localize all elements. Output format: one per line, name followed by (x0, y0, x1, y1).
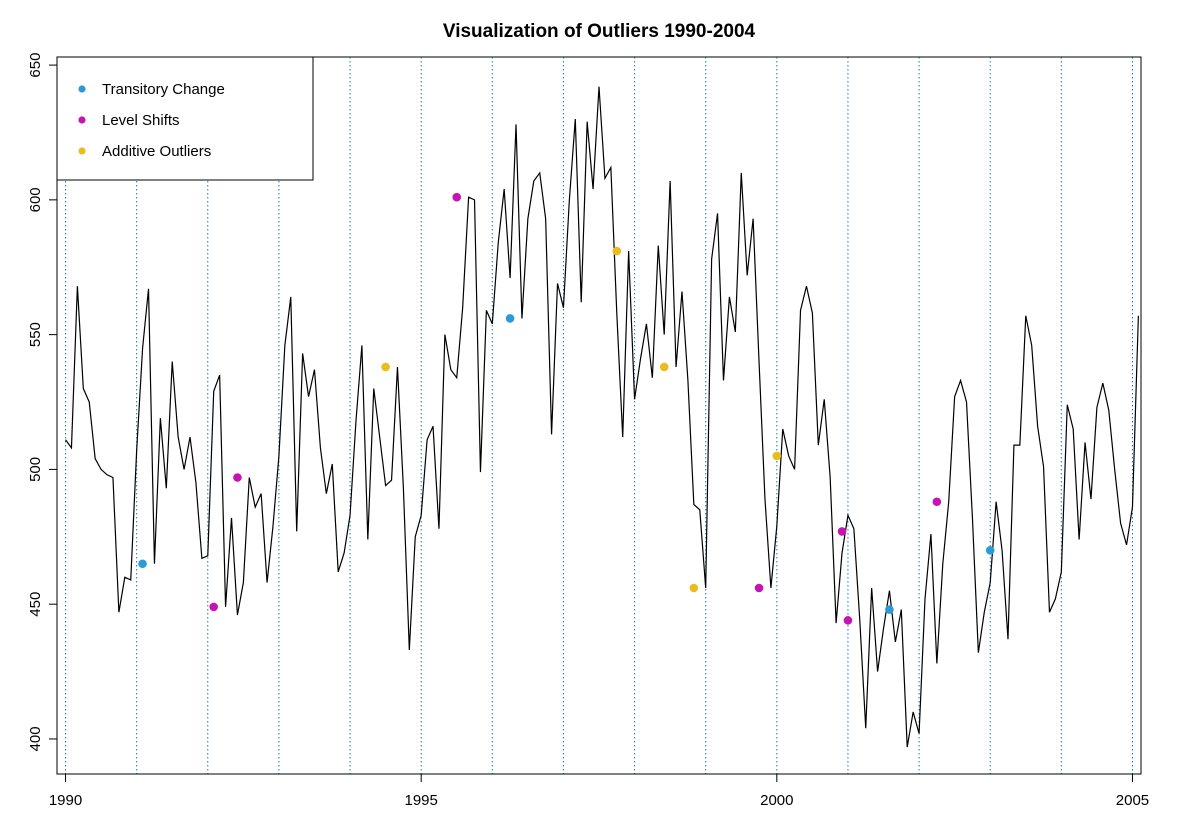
x-tick-label-2000: 2000 (760, 792, 793, 809)
legend-label-1: Level Shifts (102, 112, 180, 129)
level-shifts-point (837, 527, 847, 536)
y-tick-label-500: 500 (27, 457, 44, 482)
legend-box (56, 56, 314, 181)
transitory-change-point (885, 605, 894, 614)
series-line (65, 86, 1139, 748)
year-gridlines (65, 57, 1133, 774)
series-line-layer (65, 86, 1139, 748)
level-shifts-point (452, 192, 462, 202)
legend-marker-2 (78, 147, 86, 155)
x-tick-label-1995: 1995 (404, 792, 437, 809)
additive-outliers-point (381, 362, 390, 372)
level-shifts-point (754, 583, 764, 593)
y-tick-label-400: 400 (27, 726, 44, 751)
legend-marker-0 (78, 85, 86, 93)
x-axis: 1990 1995 2000 2005 (49, 773, 1149, 809)
legend: Transitory Change Level Shifts Additive Ou… (56, 56, 314, 181)
outlier-points (138, 192, 995, 625)
x-tick-label-1990: 1990 (49, 792, 82, 809)
y-tick-label-550: 550 (27, 322, 44, 347)
x-tick-label-2005: 2005 (1116, 792, 1149, 809)
legend-label-0: Transitory Change (102, 81, 225, 98)
additive-outliers-point (689, 583, 699, 593)
level-shifts-point (932, 497, 942, 507)
transitory-change-point (505, 314, 515, 323)
additive-outliers-point (612, 246, 622, 256)
additive-outliers-point (659, 362, 669, 372)
transitory-change-point (985, 545, 995, 555)
level-shifts-point (843, 616, 853, 625)
additive-outliers-point (772, 451, 782, 461)
y-tick-label-650: 650 (27, 53, 44, 78)
level-shifts-point (233, 473, 242, 482)
y-axis: 400 450 500 550 600 650 (27, 53, 58, 751)
chart-title: Visualization of Outliers 1990-2004 (443, 21, 756, 42)
y-tick-label-450: 450 (27, 592, 44, 617)
y-tick-label-600: 600 (27, 187, 44, 212)
level-shifts-point (209, 602, 218, 612)
legend-marker-1 (78, 116, 86, 124)
transitory-change-point (138, 559, 147, 569)
legend-label-2: Additive Outliers (102, 143, 211, 160)
